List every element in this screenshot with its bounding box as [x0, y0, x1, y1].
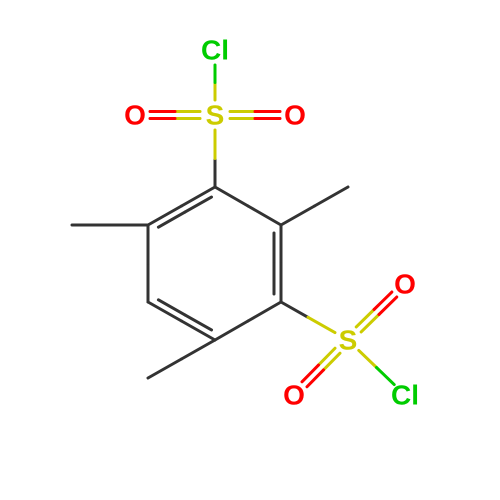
s-atom-label: S [339, 325, 358, 356]
s-atom-label: S [206, 100, 225, 131]
o-atom-label: O [283, 380, 305, 411]
o-atom-label: O [284, 100, 306, 131]
cl-atom-label: Cl [391, 380, 419, 411]
o-atom-label: O [124, 100, 146, 131]
molecule-diagram: Cl O S O S O O Cl [0, 0, 500, 500]
cl-atom-label: Cl [201, 35, 229, 66]
o-atom-label: O [394, 269, 416, 300]
